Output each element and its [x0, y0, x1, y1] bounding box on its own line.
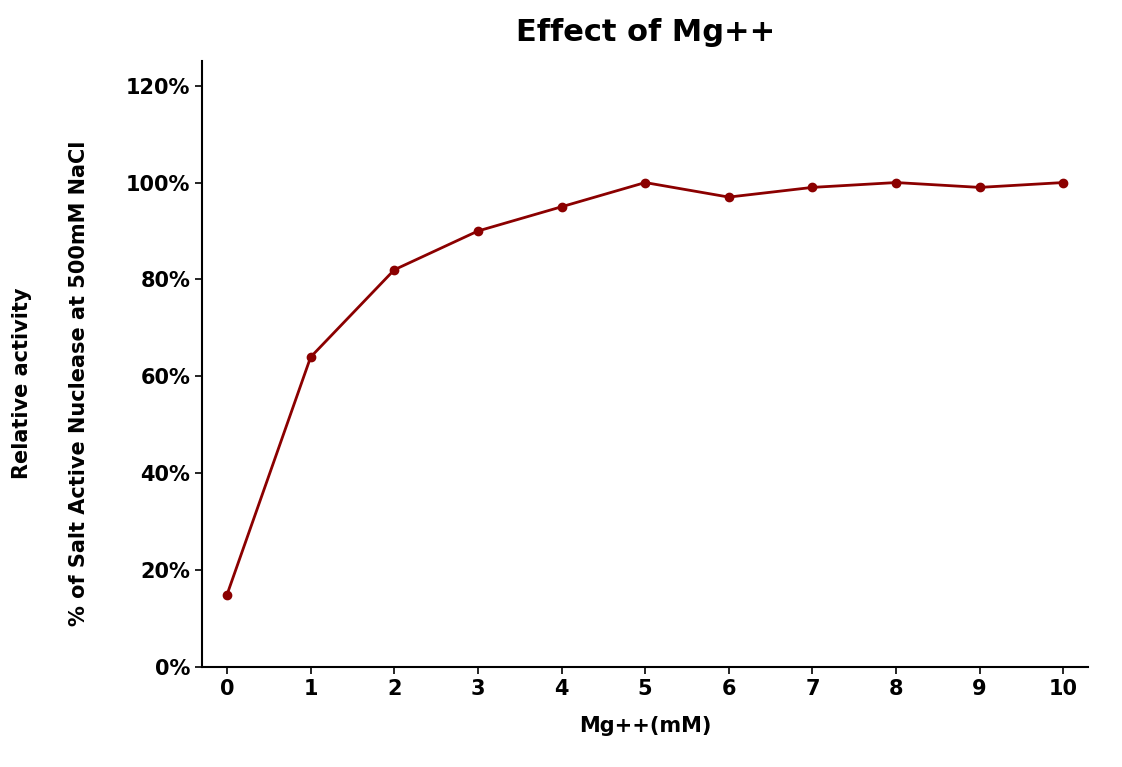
Text: % of Salt Active Nuclease at 500mM NaCl: % of Salt Active Nuclease at 500mM NaCl	[68, 141, 89, 626]
Title: Effect of Mg++: Effect of Mg++	[515, 18, 775, 47]
Text: Relative activity: Relative activity	[12, 288, 33, 479]
X-axis label: Mg++(mM): Mg++(mM)	[579, 716, 711, 736]
